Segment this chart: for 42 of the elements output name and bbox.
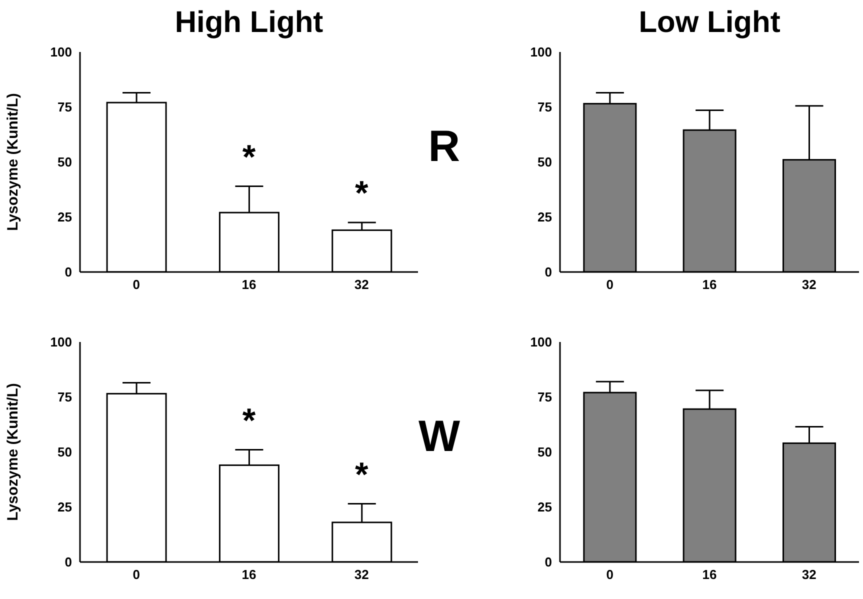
annotation: * [242, 138, 256, 176]
y-tick-label: 50 [538, 444, 552, 460]
y-tick-label: 75 [58, 390, 72, 405]
annotation: * [242, 402, 256, 440]
y-tick-label: 75 [538, 100, 552, 115]
chart-title: High Light [174, 6, 324, 40]
y-tick-label: 25 [538, 210, 552, 225]
x-tick-label: 16 [242, 277, 256, 292]
x-tick-label: 16 [242, 567, 256, 582]
x-tick-label: 16 [702, 277, 717, 292]
x-tick-label: 0 [132, 277, 140, 292]
y-axis-title: Lysozyme (Kunit/L) [4, 383, 22, 521]
x-tick-label: 32 [354, 567, 369, 582]
x-tick-label: 32 [802, 567, 816, 582]
y-tick-label: 25 [58, 210, 72, 225]
x-tick-label: 0 [132, 567, 140, 582]
y-tick-label: 0 [544, 264, 552, 280]
y-tick-label: 25 [538, 500, 552, 515]
x-tick-label: 16 [702, 567, 717, 582]
x-tick-label: 0 [606, 567, 614, 582]
text: W [418, 412, 460, 461]
annotation: * [355, 456, 370, 494]
y-tick-label: 75 [58, 100, 72, 115]
y-axis-title: Lysozyme (Kunit/L) [4, 93, 22, 231]
chart-title: Low Light [638, 6, 780, 40]
y-tick-label: 100 [50, 44, 72, 60]
y-tick-label: 100 [50, 334, 72, 350]
y-tick-label: 25 [58, 500, 72, 515]
y-tick-label: 100 [530, 44, 552, 60]
annotation: * [355, 174, 370, 213]
x-tick-label: 0 [606, 277, 614, 292]
y-tick-label: 0 [64, 554, 72, 570]
y-tick-label: 50 [58, 444, 72, 460]
y-tick-label: 0 [64, 264, 72, 280]
y-tick-label: 0 [544, 554, 552, 570]
x-tick-label: 32 [354, 277, 369, 292]
x-tick-label: 32 [802, 277, 816, 292]
y-tick-label: 75 [538, 390, 552, 405]
y-tick-label: 100 [530, 334, 552, 350]
y-tick-label: 50 [58, 154, 72, 170]
y-tick-label: 50 [538, 154, 552, 170]
text: R [428, 122, 460, 171]
